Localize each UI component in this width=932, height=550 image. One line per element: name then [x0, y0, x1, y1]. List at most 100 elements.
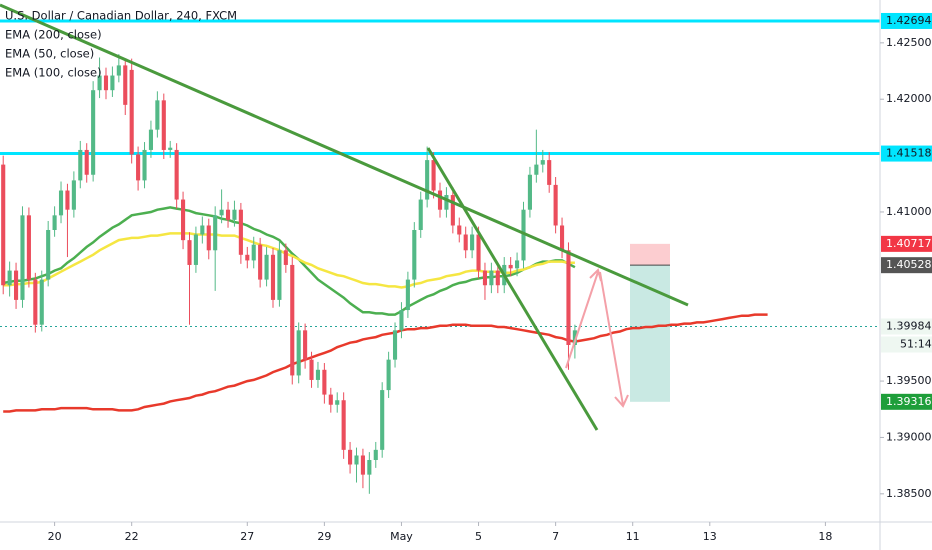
candle-body: [553, 184, 558, 226]
x-tick-label: 5: [475, 530, 482, 543]
candle-body: [463, 234, 468, 251]
candle-body: [521, 209, 526, 261]
candle-body: [65, 190, 70, 210]
candle-body: [270, 254, 276, 300]
stop-zone: [630, 243, 670, 266]
x-tick-label: 20: [48, 530, 62, 543]
x-tick-label: 11: [626, 530, 640, 543]
legend: U.S. Dollar / Canadian Dollar, 240, FXCM…: [5, 9, 237, 80]
candle-body: [123, 65, 128, 105]
x-tick-label: 18: [818, 530, 832, 543]
candle-body: [431, 160, 436, 191]
candle-body: [148, 129, 154, 150]
candle-body: [540, 160, 545, 165]
candle-body: [341, 400, 346, 450]
candle-body: [103, 75, 109, 91]
y-tick-label: 1.39500: [886, 374, 932, 387]
candle-body: [232, 209, 237, 220]
candle-body: [200, 225, 205, 235]
candle-body: [84, 149, 89, 175]
candle-body: [476, 234, 481, 271]
x-tick-label: May: [390, 530, 413, 543]
y-tick-label: 1.41000: [886, 205, 932, 218]
candle-body: [559, 225, 565, 251]
candle-body: [328, 394, 333, 405]
candle-body: [437, 190, 443, 210]
position-label-box: [881, 235, 932, 252]
candle-body: [142, 149, 147, 181]
target-zone: [630, 265, 670, 402]
candle-body: [187, 240, 192, 265]
candle-body: [373, 449, 378, 460]
candle-body: [116, 65, 121, 76]
legend-entry: EMA (50, close): [5, 47, 94, 61]
candle-body: [193, 234, 198, 265]
candle-body: [515, 260, 520, 269]
position-label: 1.39316: [886, 395, 932, 408]
x-tick-label: 29: [317, 530, 331, 543]
candle-body: [290, 264, 295, 376]
candle-body: [225, 209, 231, 220]
level-label-box: [881, 145, 932, 162]
position-label: 1.40528: [886, 258, 932, 271]
candle-body: [495, 270, 500, 286]
countdown-label: 51:14: [900, 338, 932, 351]
candle-body: [71, 180, 76, 210]
y-tick-label: 1.42000: [886, 92, 932, 105]
level-label: 1.42694: [886, 14, 932, 27]
ema-line: [2, 206, 576, 316]
candle-body: [470, 234, 475, 251]
candle-body: [91, 90, 96, 175]
drawings: [0, 3, 689, 431]
plot: [0, 19, 880, 494]
candle-body: [303, 330, 308, 360]
candle-body: [360, 455, 365, 475]
candle-body: [58, 190, 64, 216]
candle-body: [1, 164, 6, 286]
ema-line: [3, 232, 575, 289]
candle-body: [136, 154, 141, 181]
trend-line: [426, 147, 599, 431]
candle-body: [219, 209, 224, 216]
candle-body: [418, 199, 423, 230]
candle-body: [315, 369, 321, 380]
ema-line: [3, 313, 768, 413]
candle-body: [39, 279, 44, 325]
candle-body: [283, 250, 288, 265]
candle-body: [444, 195, 449, 210]
candle-body: [547, 160, 552, 185]
candle-body: [322, 369, 327, 395]
candle-body: [482, 270, 488, 286]
candle-body: [181, 199, 186, 241]
x-tick-label: 7: [552, 530, 559, 543]
candle-body: [264, 254, 269, 280]
candle-body: [52, 215, 57, 230]
x-tick-label: 22: [125, 530, 139, 543]
candle-body: [245, 254, 250, 261]
candle-body: [335, 400, 340, 405]
candle-body: [33, 279, 38, 325]
candle-body: [14, 270, 19, 300]
candle-body: [26, 215, 31, 280]
last-price-label: 1.39984: [886, 320, 932, 333]
candle-body: [161, 100, 166, 150]
candle-body: [277, 250, 282, 300]
legend-entry: EMA (100, close): [5, 66, 102, 80]
candle-body: [354, 455, 359, 465]
candle-body: [97, 75, 102, 91]
candle-body: [110, 75, 115, 91]
last-price-box: [881, 318, 932, 335]
candle-body: [380, 390, 385, 450]
candle-body: [450, 195, 455, 226]
arrow: [599, 271, 629, 408]
candle-body: [155, 100, 160, 130]
trend-line: [0, 3, 689, 307]
candle-body: [213, 215, 218, 251]
labels: 1.42500 1.42000 1.41000 1.39500 1.39000 1.385…: [48, 12, 932, 543]
candle-body: [412, 229, 417, 280]
candle-body: [572, 330, 577, 345]
candle-body: [174, 149, 179, 200]
